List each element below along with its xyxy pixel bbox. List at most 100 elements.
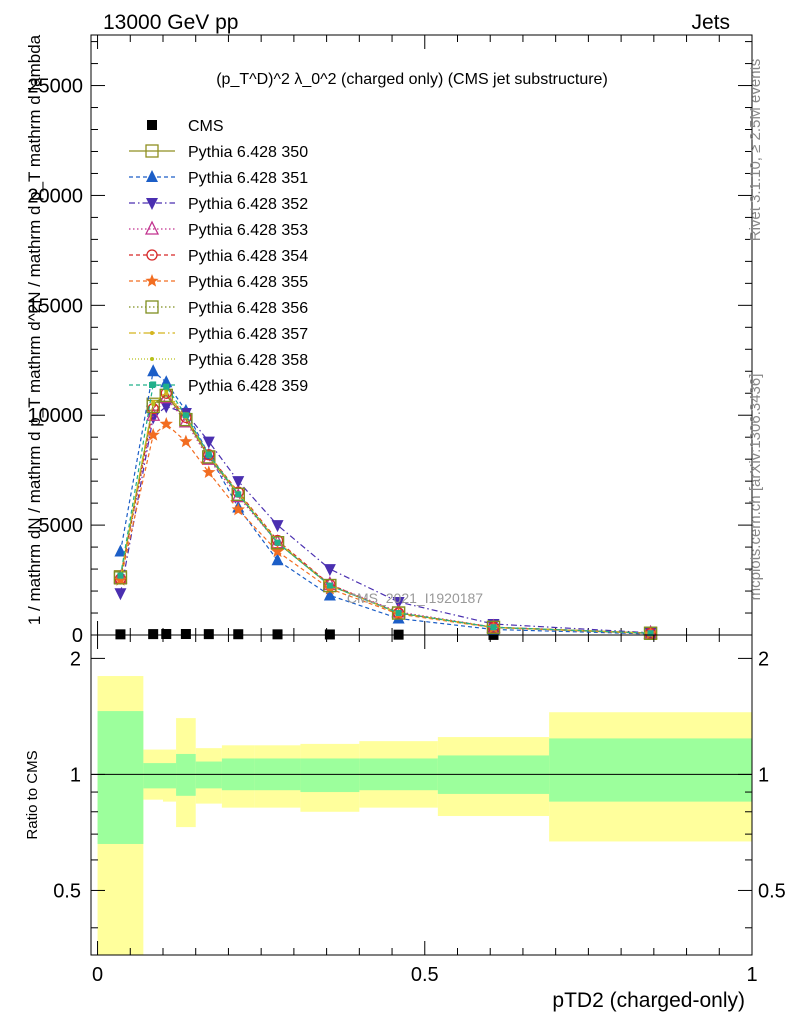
data-point-cms (203, 629, 214, 640)
data-point-pythia-6-428-351 (323, 588, 336, 601)
chart-title: (p_T^D)^2 λ_0^2 (charged only) (CMS jet … (216, 71, 608, 88)
ratio-y-tick-label-left: 1 (70, 764, 81, 786)
legend: CMS Pythia 6.428 350 Pythia 6.428 351 Pythi… (129, 118, 308, 395)
legend-entry-pythia-6-428-355: Pythia 6.428 355 (129, 274, 308, 291)
data-point-pythia-6-428-356 (391, 606, 406, 620)
ratio-y-tick-label-right: 2 (758, 648, 769, 670)
legend-entry-pythia-6-428-358: Pythia 6.428 358 (129, 352, 308, 369)
data-point-pythia-6-428-359 (235, 491, 242, 498)
data-point-pythia-6-428-359 (326, 582, 333, 589)
watermark: CMS_2021_I1920187 (347, 590, 483, 606)
data-point-pythia-6-428-351 (271, 553, 284, 566)
legend-entry-pythia-6-428-357: Pythia 6.428 357 (129, 326, 308, 343)
legend-label-pythia-6-428-358: Pythia 6.428 358 (188, 352, 308, 369)
legend-marker-pythia-6-428-355 (145, 274, 159, 287)
legend-marker-pythia-6-428-351 (146, 170, 158, 182)
data-point-cms (324, 629, 335, 640)
data-point-pythia-6-428-352 (323, 564, 336, 577)
main-y-tick-label: 15000 (27, 295, 83, 317)
x-tick-label: 1 (746, 964, 757, 986)
mcplots-label: mcplots.cern.ch [arXiv:1306.3436] (747, 374, 764, 601)
ratio-panel: 0 0.5 1 0.5 0.5 1 1 2 2 (53, 634, 786, 986)
main-y-tick-label: 10000 (27, 405, 83, 427)
legend-marker-pythia-6-428-358 (150, 357, 154, 361)
uncertainty-band-inner (300, 758, 360, 793)
legend-entry-cms: CMS (147, 118, 224, 135)
data-point-pythia-6-428-355 (159, 417, 173, 430)
data-point-pythia-6-428-352 (114, 588, 127, 601)
main-panel: 0 5000 10000 15000 20000 25000 (27, 34, 753, 647)
data-point-cms (180, 629, 191, 640)
data-point-pythia-6-428-359 (117, 572, 124, 579)
legend-entry-pythia-6-428-350: Pythia 6.428 350 (129, 144, 308, 161)
data-point-cms (233, 629, 244, 640)
legend-marker-pythia-6-428-356 (145, 300, 159, 314)
data-point-pythia-6-428-355 (202, 465, 216, 479)
series-line-pythia-6-428-357 (119, 392, 651, 634)
main-y-tick-label: 5000 (39, 515, 84, 537)
data-point-pythia-6-428-359 (647, 630, 654, 637)
legend-entry-pythia-6-428-359: Pythia 6.428 359 (129, 378, 308, 395)
x-axis-label: pTD2 (charged-only) (552, 989, 745, 1012)
main-y-tick-label: 20000 (27, 185, 83, 207)
data-point-pythia-6-428-356 (202, 450, 216, 464)
uncertainty-band-inner (162, 763, 177, 789)
legend-entry-pythia-6-428-356: Pythia 6.428 356 (129, 300, 308, 317)
uncertainty-band-inner (195, 761, 222, 789)
legend-label-pythia-6-428-350: Pythia 6.428 350 (188, 144, 308, 161)
x-tick-label: 0 (92, 964, 103, 986)
ratio-y-tick-label-right: 0.5 (758, 880, 786, 902)
legend-marker-pythia-6-428-357 (150, 331, 154, 335)
legend-label-pythia-6-428-354: Pythia 6.428 354 (188, 248, 308, 265)
uncertainty-band-inner (143, 763, 163, 789)
main-y-tick-label: 25000 (27, 76, 83, 98)
main-y-tick-label: 0 (72, 625, 83, 647)
legend-label-pythia-6-428-357: Pythia 6.428 357 (188, 326, 308, 343)
ratio-y-tick-label-left: 0.5 (53, 880, 81, 902)
series-line-pythia-6-428-353 (119, 396, 651, 634)
data-point-pythia-6-428-355 (113, 573, 128, 586)
ratio-y-tick-label-left: 2 (70, 648, 81, 670)
data-point-pythia-6-428-359 (205, 451, 212, 458)
data-point-pythia-6-428-359 (490, 624, 497, 631)
energy-label: 13000 GeV pp (103, 11, 238, 34)
legend-label-pythia-6-428-359: Pythia 6.428 359 (188, 378, 308, 395)
y-axis-label: 1 / mathrm dN / mathrm d p_T mathrm d^2N… (25, 34, 44, 625)
legend-label-cms: CMS (188, 118, 224, 135)
legend-marker-cms (147, 120, 157, 130)
data-point-cms (148, 629, 159, 640)
data-point-pythia-6-428-359 (163, 383, 170, 390)
legend-label-pythia-6-428-351: Pythia 6.428 351 (188, 170, 308, 187)
legend-label-pythia-6-428-355: Pythia 6.428 355 (188, 274, 308, 291)
rivet-label: Rivet 3.1.10, ≥ 2.5M events (747, 59, 764, 242)
data-point-pythia-6-428-355 (179, 434, 193, 448)
data-point-pythia-6-428-352 (232, 476, 245, 489)
ratio-y-axis-label: Ratio to CMS (24, 750, 41, 839)
legend-label-pythia-6-428-352: Pythia 6.428 352 (188, 196, 308, 213)
data-point-pythia-6-428-355 (146, 428, 160, 441)
x-tick-label: 0.5 (411, 964, 439, 986)
data-point-pythia-6-428-353 (146, 406, 161, 421)
series-pythia-6-428-356 (113, 388, 658, 640)
legend-label-pythia-6-428-356: Pythia 6.428 356 (188, 300, 308, 317)
process-label: Jets (691, 11, 730, 34)
legend-entry-pythia-6-428-352: Pythia 6.428 352 (129, 196, 308, 213)
legend-marker-pythia-6-428-359 (149, 382, 155, 388)
legend-marker-pythia-6-428-353 (144, 220, 160, 235)
data-point-pythia-6-428-352 (271, 520, 284, 533)
data-point-pythia-6-428-356 (323, 578, 337, 593)
data-point-cms (161, 629, 172, 640)
data-point-pythia-6-428-351 (147, 364, 160, 377)
legend-entry-pythia-6-428-354: Pythia 6.428 354 (129, 248, 308, 265)
data-point-pythia-6-428-351 (114, 544, 127, 557)
data-point-pythia-6-428-355 (231, 502, 245, 516)
data-point-pythia-6-428-356 (231, 487, 245, 501)
legend-marker-pythia-6-428-352 (146, 198, 158, 210)
data-point-pythia-6-428-352 (160, 401, 173, 414)
data-point-pythia-6-428-352 (202, 436, 215, 449)
data-point-pythia-6-428-354 (203, 449, 215, 461)
ratio-frame (90, 634, 753, 956)
legend-entry-pythia-6-428-353: Pythia 6.428 353 (129, 220, 308, 239)
data-point-pythia-6-428-355 (270, 544, 285, 558)
